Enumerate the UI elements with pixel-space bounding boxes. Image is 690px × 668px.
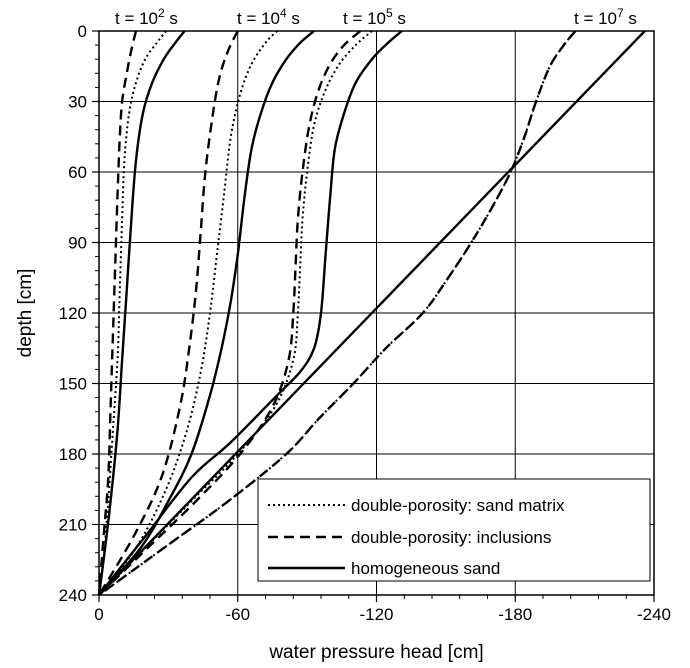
- y-tick-label: 30: [68, 93, 87, 112]
- y-tick-label: 180: [59, 445, 87, 464]
- series-line-dotted-t1e2: [98, 30, 167, 596]
- legend-label-inclusions: double-porosity: inclusions: [351, 528, 551, 547]
- x-axis-title: water pressure head [cm]: [268, 642, 483, 663]
- legend-label-homogeneous-sand: homogeneous sand: [351, 559, 500, 578]
- time-label: t = 105 s: [343, 6, 406, 28]
- time-labels: t = 102 s t = 104 s t = 105 s t = 107 s: [115, 6, 637, 28]
- series-line-dotted-t1e5: [98, 30, 373, 596]
- legend-box: [257, 478, 651, 582]
- chart-series: [97, 30, 646, 596]
- x-tick-label: -240: [637, 605, 671, 624]
- y-tick-label: 90: [68, 234, 87, 253]
- y-tick-label: 240: [59, 586, 87, 605]
- x-tick-label: -180: [498, 605, 532, 624]
- series-line-solid-t1e5: [98, 30, 403, 596]
- y-tick-label: 210: [59, 516, 87, 535]
- series-line-dotted-t1e4: [98, 30, 278, 596]
- y-tick-label: 120: [59, 304, 87, 323]
- series-line-solid-t1e7: [98, 30, 646, 596]
- x-tick-label: -60: [225, 605, 250, 624]
- time-label: t = 107 s: [574, 6, 637, 28]
- x-tick-label: -120: [359, 605, 393, 624]
- series-line-dashed-t1e4: [97, 30, 239, 596]
- axis-ticks: 0 30 60 90 120 150 180 210 240 0 -60 -120 -180 -240: [59, 22, 671, 624]
- y-tick-label: 0: [78, 22, 87, 41]
- time-label: t = 102 s: [115, 6, 178, 28]
- y-tick-label: 150: [59, 375, 87, 394]
- series-line-solid-t1e4: [98, 30, 315, 596]
- series-line-dashed-t1e7: [98, 30, 577, 596]
- legend-label-sand-matrix: double-porosity: sand matrix: [351, 496, 565, 515]
- x-tick-label: 0: [94, 605, 103, 624]
- y-tick-label: 60: [68, 163, 87, 182]
- series-line-solid-t1e2: [97, 30, 186, 596]
- legend: double-porosity: sand matrix double-poro…: [257, 478, 651, 582]
- y-axis-title: depth [cm]: [15, 269, 36, 358]
- time-label: t = 104 s: [237, 6, 300, 28]
- series-line-dashed-t1e5: [98, 30, 362, 596]
- series-line-dashed-t1e2: [97, 30, 138, 596]
